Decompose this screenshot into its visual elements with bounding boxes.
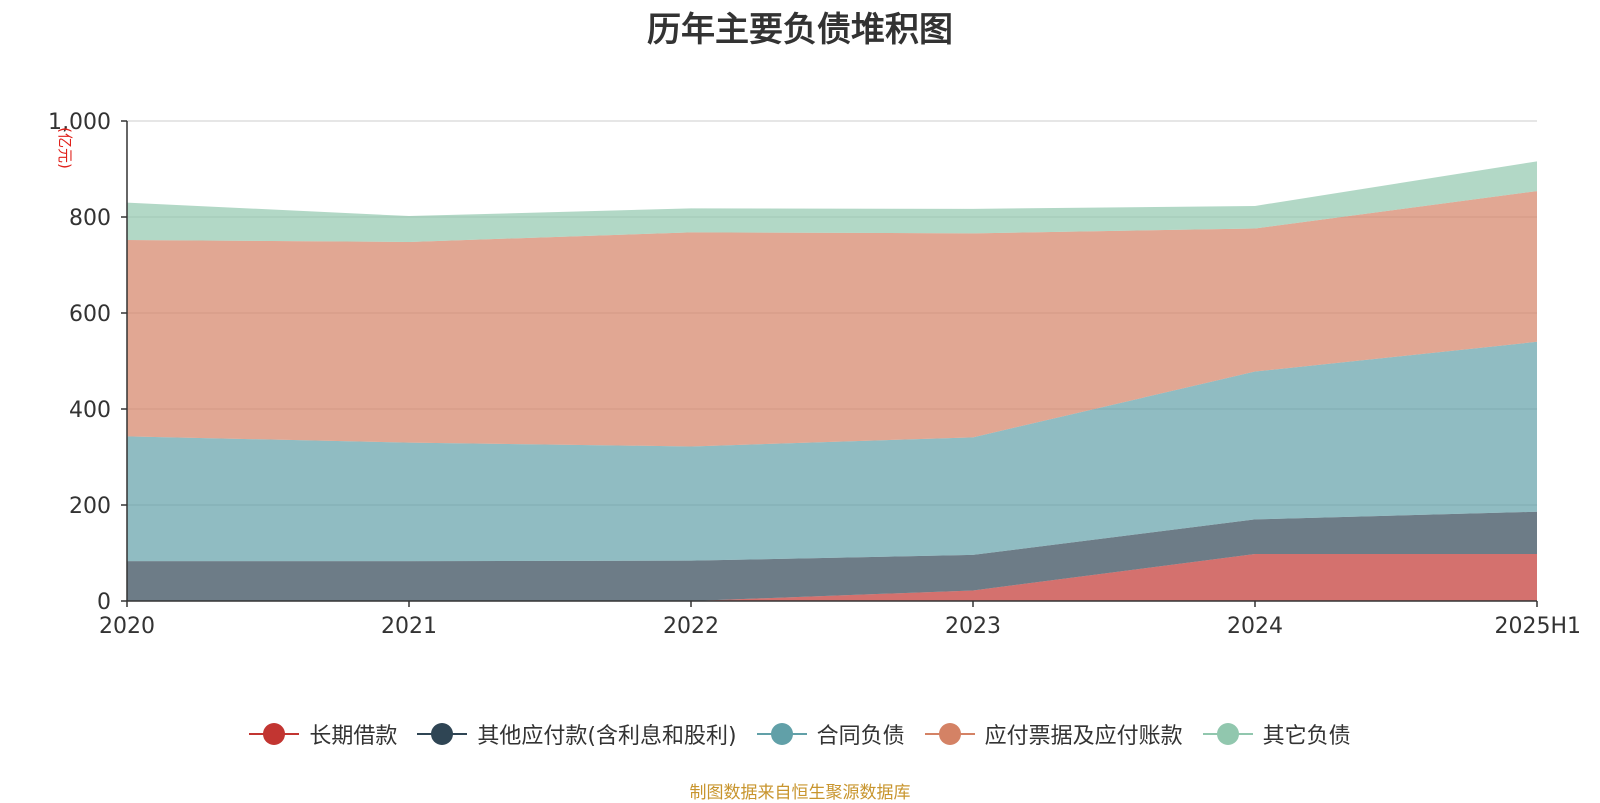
x-tick-label: 2022	[663, 614, 719, 639]
legend-marker-icon	[756, 722, 807, 746]
y-tick-label: 0	[97, 590, 111, 615]
legend-label: 合同负债	[816, 724, 905, 749]
legend-marker-icon	[924, 722, 975, 746]
x-tick-label: 2024	[1227, 614, 1283, 639]
legend-item-0[interactable]: 长期借款	[249, 718, 397, 750]
legend-label: 其它负债	[1262, 724, 1351, 749]
legend-marker-dot	[770, 723, 793, 745]
area-series-2	[127, 341, 1537, 562]
legend-marker-dot	[263, 723, 286, 745]
y-tick-label: 600	[69, 302, 111, 327]
axis-layer: 0 200 400 600 800 1,000 2020 2021 2022 2023 2024 20…	[48, 110, 1581, 639]
legend-marker-dot	[431, 723, 454, 745]
x-tick-label: 2020	[99, 614, 155, 639]
area-series-1	[127, 511, 1537, 601]
legend-label: 长期借款	[309, 724, 398, 749]
y-tick-label: 400	[69, 398, 111, 423]
chart-title: 历年主要负债堆积图	[647, 10, 953, 50]
x-tick-label: 2021	[381, 614, 437, 639]
legend-item-1[interactable]: 其他应付款(含利息和股利)	[417, 718, 737, 750]
x-tick-label: 2025H1	[1494, 614, 1581, 639]
legend: 长期借款 其他应付款(含利息和股利) 合同负债 应付票据及应付账款 其它负债	[0, 718, 1600, 750]
stacked-area-chart: 0 200 400 600 800 1,000 2020 2021 2022 2023 2024 20…	[48, 110, 1581, 639]
legend-item-3[interactable]: 应付票据及应付账款	[924, 718, 1183, 750]
legend-marker-icon	[249, 722, 300, 746]
legend-marker-icon	[417, 722, 468, 746]
legend-marker-dot	[938, 723, 961, 745]
legend-marker-dot	[1216, 723, 1239, 745]
source-note: 制图数据来自恒生聚源数据库	[689, 783, 911, 803]
x-tick-label: 2023	[945, 614, 1001, 639]
y-axis-unit-label: (亿元)	[56, 127, 74, 169]
area-series-0	[127, 553, 1537, 601]
y-tick-label: 800	[69, 206, 111, 231]
legend-marker-icon	[1202, 722, 1253, 746]
area-layer	[127, 161, 1537, 601]
y-tick-label: 1,000	[48, 110, 111, 135]
area-series-4	[127, 161, 1537, 242]
y-tick-label: 200	[69, 494, 111, 519]
legend-item-4[interactable]: 其它负债	[1202, 718, 1351, 750]
legend-item-2[interactable]: 合同负债	[756, 718, 905, 750]
legend-label: 应付票据及应付账款	[984, 724, 1183, 749]
area-series-3	[127, 191, 1537, 447]
legend-label: 其他应付款(含利息和股利)	[477, 724, 737, 749]
